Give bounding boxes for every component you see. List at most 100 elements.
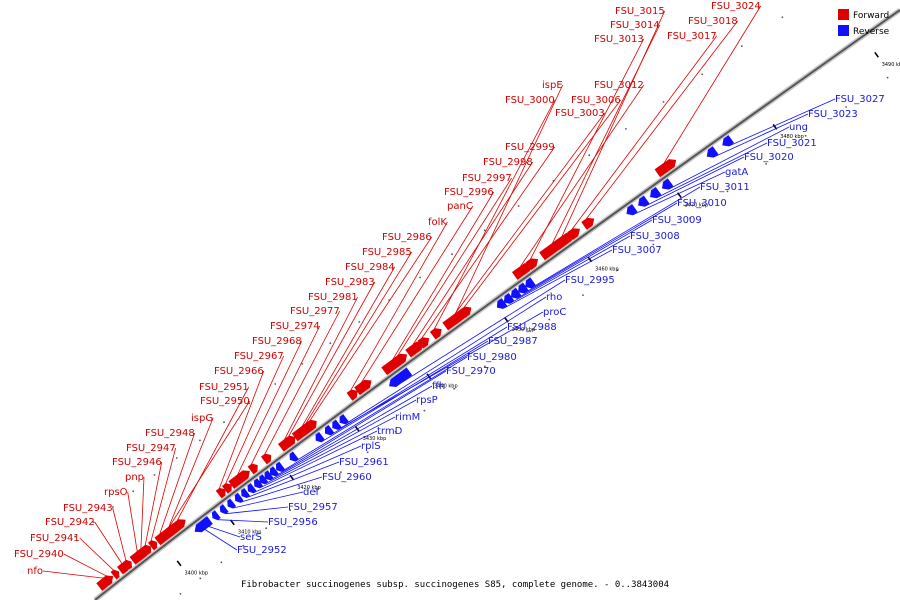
label-leader-lines — [42, 5, 836, 579]
coordinate-dot — [223, 421, 225, 424]
reverse-gene-label: FSU_3007 — [612, 245, 662, 256]
coordinate-dot — [625, 127, 627, 130]
reverse-leader-line — [345, 296, 547, 425]
forward-gene-label: FSU_2986 — [382, 232, 432, 243]
coordinate-dot — [112, 506, 114, 508]
reverse-leader-line — [503, 249, 613, 309]
reverse-gene — [247, 483, 257, 494]
forward-leader-line — [434, 99, 556, 329]
forward-gene — [567, 228, 580, 241]
reverse-leader-line — [253, 445, 362, 494]
scale-ticks: 3400 kbp 3410 kbp 3420 kbp 3430 kbp 3440 kbp… — [176, 51, 900, 576]
reverse-gene-label: FSU_2957 — [288, 502, 338, 513]
forward-gene-label: FSU_2977 — [290, 306, 340, 317]
forward-leader-line — [150, 447, 177, 541]
reverse-gene — [234, 492, 244, 503]
forward-gene-label: FSU_2951 — [199, 382, 249, 393]
coordinate-dot — [484, 365, 486, 368]
coordinate-dot — [199, 577, 202, 580]
reverse-gene-label: FSU_3008 — [630, 231, 680, 242]
scale-tick — [426, 373, 432, 380]
scale-label: 3450 kbp — [512, 327, 536, 333]
forward-leader-line — [251, 325, 321, 465]
forward-leader-line — [454, 112, 606, 315]
reverse-gene-label: serS — [240, 532, 262, 543]
forward-leader-line — [168, 400, 251, 527]
forward-gene-label: FSU_2981 — [308, 292, 358, 303]
reverse-gene-label: FSU_3020 — [744, 152, 794, 163]
legend: Forward Reverse — [838, 9, 890, 37]
forward-gene — [110, 569, 120, 580]
legend-reverse-swatch — [838, 25, 849, 36]
coordinate-dot — [515, 342, 518, 345]
scale-tick — [874, 51, 879, 58]
coordinate-dot — [366, 451, 369, 454]
reverse-gene — [706, 146, 719, 158]
forward-gene-label: FSU_3000 — [505, 95, 555, 106]
coordinate-dot — [652, 243, 655, 246]
forward-gene-label: FSU_2943 — [63, 503, 113, 514]
forward-gene — [147, 540, 158, 551]
reverse-gene-label: trmD — [377, 426, 403, 437]
reverse-leader-line — [633, 171, 726, 215]
forward-gene-label: FSU_2984 — [345, 262, 395, 273]
forward-leader-line — [159, 432, 196, 535]
reverse-gene-label: rimM — [395, 412, 420, 423]
coordinate-dot — [74, 535, 76, 538]
forward-gene — [228, 470, 250, 489]
forward-gene — [103, 575, 113, 586]
forward-leader-line — [305, 251, 413, 424]
reverse-gene — [661, 178, 674, 190]
reverse-gene-label: ung — [789, 122, 808, 133]
forward-gene-label: ispG — [191, 413, 213, 424]
forward-gene — [122, 559, 133, 570]
reverse-gene — [202, 517, 212, 528]
forward-leader-line — [455, 84, 564, 314]
coordinate-dot — [92, 521, 95, 523]
forward-leader-line — [168, 417, 214, 528]
reverse-gene-label: FSU_2952 — [237, 545, 287, 556]
forward-leader-line — [309, 236, 433, 421]
scale-label: 3400 kbp — [185, 570, 209, 576]
forward-gene-label: FSU_3024 — [711, 1, 761, 12]
reverse-gene-label: ffh — [432, 381, 445, 392]
coordinate-dot — [726, 190, 729, 193]
forward-leader-line — [361, 205, 474, 383]
reverse-gene-label: FSU_2970 — [446, 366, 496, 377]
reverse-gene — [626, 204, 638, 216]
coordinate-dot — [804, 134, 807, 137]
coordinate-dot — [175, 457, 178, 459]
reverse-gene — [315, 431, 325, 443]
coordinate-dot — [301, 363, 304, 365]
reverse-gene-label: rho — [546, 292, 562, 303]
scale-label: 3470 kbp — [685, 202, 709, 208]
forward-leader-line — [288, 281, 376, 437]
coordinate-dot — [451, 253, 453, 256]
forward-gene-label: FSU_2997 — [462, 173, 512, 184]
forward-leader-line — [79, 537, 114, 571]
reverse-gene-label: FSU_2995 — [565, 275, 615, 286]
reverse-gene-label: gatA — [725, 167, 748, 178]
scale-label: 3410 kbp — [238, 530, 262, 536]
reverse-leader-line — [295, 356, 468, 462]
scale-tick — [176, 560, 182, 567]
forward-gene — [221, 483, 232, 494]
coordinate-dot — [242, 544, 245, 547]
forward-gene-label: FSU_2968 — [252, 336, 302, 347]
forward-gene-label: pnp — [125, 472, 144, 483]
reverse-gene — [227, 498, 237, 509]
coordinate-dot — [199, 439, 201, 442]
forward-leader-line — [392, 191, 495, 360]
reverse-leader-line — [668, 126, 790, 190]
forward-gene-label: FSU_3013 — [594, 34, 644, 45]
forward-gene — [247, 463, 258, 475]
forward-gene-label: FSU_3012 — [594, 80, 644, 91]
scale-label: 3490 kbp — [882, 62, 900, 68]
coordinate-dot — [289, 509, 291, 512]
scale-tick — [289, 474, 295, 481]
reverse-gene-label: FSU_2960 — [322, 472, 372, 483]
scale-tick — [229, 519, 235, 526]
forward-gene-label: rpsO — [104, 487, 128, 498]
scale-label: 3430 kbp — [363, 436, 387, 442]
